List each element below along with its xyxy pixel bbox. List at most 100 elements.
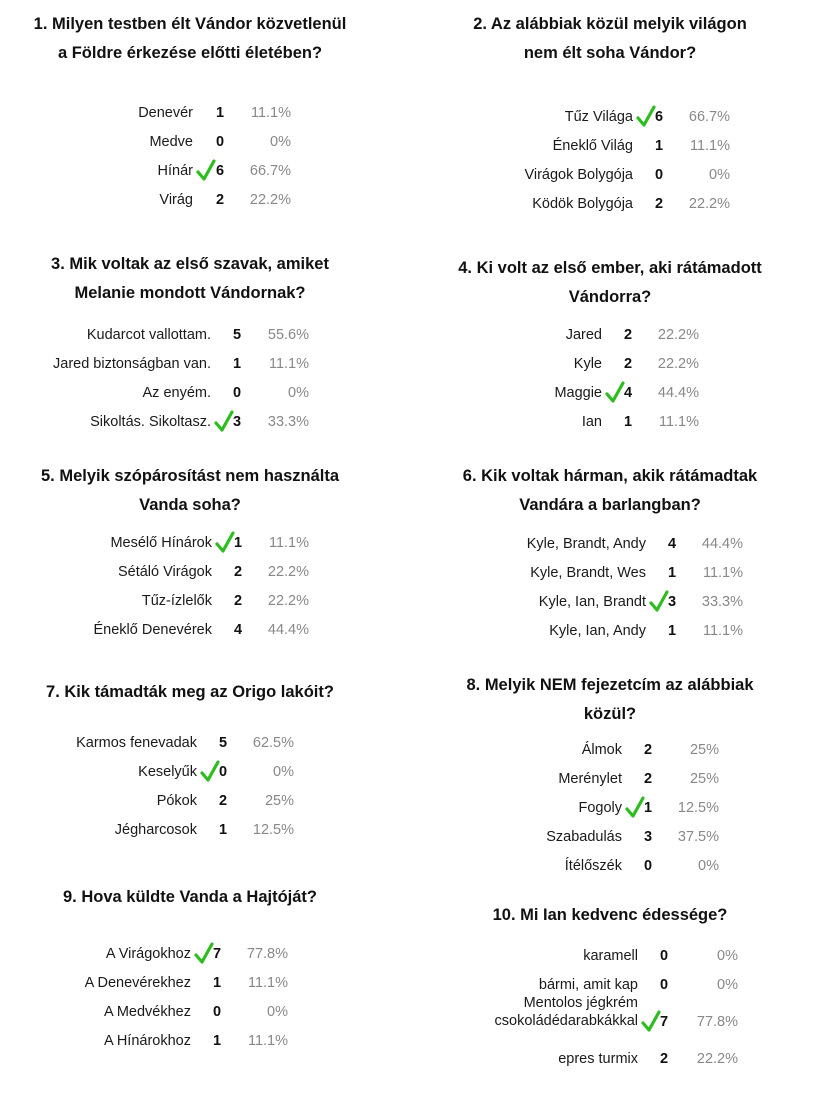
answer-label: Virág: [159, 192, 193, 208]
question-title: 1. Milyen testben élt Vándor közvetlenül…: [33, 15, 347, 62]
answer-label: Keselyűk: [138, 764, 197, 780]
checkmark-icon: [214, 410, 234, 434]
checkmark-icon: [649, 590, 669, 614]
question-title: 9. Hova küldte Vanda a Hajtóját?: [63, 888, 317, 906]
answer-count: 4: [624, 385, 633, 401]
answer-count: 7: [660, 1014, 669, 1030]
answer-label: Merénylet: [558, 771, 622, 787]
checkmark-icon: [194, 942, 214, 966]
answer-count: 6: [655, 109, 664, 125]
answer-row: Pókok 2 25%: [0, 787, 380, 816]
answer-percent: 0%: [698, 858, 719, 874]
answer-label: Kyle, Ian, Brandt: [538, 594, 646, 610]
question-title: 2. Az alábbiak közül melyik világon nem …: [473, 15, 747, 62]
answer-row: Karmos fenevadak 5 62.5%: [0, 729, 380, 758]
question-block: 2. Az alábbiak közül melyik világon nem …: [410, 10, 810, 229]
answer-percent: 37.5%: [677, 829, 719, 845]
answer-label: Ian: [581, 414, 602, 430]
answer-row: Kyle 2 22.2%: [410, 350, 810, 379]
answer-percent: 22.2%: [696, 1051, 738, 1067]
answer-percent: 12.5%: [252, 822, 294, 838]
answer-count: 2: [644, 771, 653, 787]
answer-row: Jared biztonságban van. 1 11.1%: [0, 350, 380, 379]
answer-count: 0: [216, 134, 225, 150]
checkmark-icon: [636, 105, 656, 129]
answer-count: 2: [234, 564, 243, 580]
answer-label: Sétáló Virágok: [117, 564, 212, 580]
answer-label: Pókok: [156, 793, 197, 809]
checkmark-icon: [215, 531, 235, 555]
answer-percent: 33.3%: [267, 414, 309, 430]
answer-percent: 0%: [717, 948, 738, 964]
answer-count: 1: [213, 975, 222, 991]
answer-count: 5: [219, 735, 228, 751]
answer-percent: 22.2%: [657, 327, 699, 343]
answer-count: 2: [234, 593, 243, 609]
answer-row: Tűz Világa 6 66.7%: [410, 103, 810, 132]
question-title: 3. Mik voltak az első szavak, amiket Mel…: [51, 255, 329, 302]
answer-count: 1: [668, 623, 677, 639]
answer-count: 1: [234, 535, 243, 551]
answer-row: Mentolos jégkrém csokoládédarabkákkal 7 77…: [410, 995, 810, 1037]
answer-count: 3: [668, 594, 677, 610]
question-block: 8. Melyik NEM fejezetcím az alábbiak köz…: [410, 671, 810, 891]
answer-row: Kyle, Ian, Andy 1 11.1%: [410, 617, 810, 646]
checkmark-icon: [200, 760, 220, 784]
answer-row: Ian 1 11.1%: [410, 408, 810, 437]
answer-percent: 0%: [288, 385, 309, 401]
question-title: 7. Kik támadták meg az Origo lakóit?: [46, 683, 334, 701]
answer-row: Mesélő Hínárok 1 11.1%: [0, 529, 380, 558]
answer-percent: 11.1%: [689, 138, 730, 154]
checkmark-icon: [196, 159, 216, 183]
question-title: 8. Melyik NEM fejezetcím az alábbiak köz…: [466, 676, 754, 723]
question-title: 4. Ki volt az első ember, aki rátámadott…: [458, 259, 762, 306]
answer-percent: 22.2%: [249, 192, 291, 208]
answer-row: Merénylet 2 25%: [410, 765, 810, 794]
answer-label: Kyle, Brandt, Andy: [526, 536, 646, 552]
answer-label: Éneklő Denevérek: [93, 622, 213, 638]
answer-row: Sikoltás. Sikoltasz. 3 33.3%: [0, 408, 380, 437]
answer-row: Jared 2 22.2%: [410, 321, 810, 350]
question-block: 1. Milyen testben élt Vándor közvetlenül…: [0, 10, 380, 225]
answer-count: 0: [660, 948, 669, 964]
answer-label: Álmok: [581, 742, 622, 758]
answer-row: Tűz-ízlelők 2 22.2%: [0, 587, 380, 616]
answer-count: 2: [216, 192, 225, 208]
answer-row: Maggie 4 44.4%: [410, 379, 810, 408]
answer-row: A Virágokhoz 7 77.8%: [0, 940, 380, 969]
question-block: 6. Kik voltak hárman, akik rátámadtak Va…: [410, 462, 810, 656]
answer-count: 4: [668, 536, 677, 552]
answer-row: Ítélőszék 0 0%: [410, 852, 810, 881]
answer-label: A Virágokhoz: [105, 946, 191, 962]
answer-label: Jared biztonságban van.: [53, 356, 211, 372]
answer-row: Virágok Bolygója 0 0%: [410, 161, 810, 190]
answer-label: Mesélő Hínárok: [110, 535, 212, 551]
question-title: 6. Kik voltak hárman, akik rátámadtak Va…: [462, 467, 758, 514]
answer-label: Sikoltás. Sikoltasz.: [90, 414, 211, 430]
question-block: 3. Mik voltak az első szavak, amiket Mel…: [0, 250, 380, 447]
answer-row: Hínár 6 66.7%: [0, 157, 380, 186]
answer-row: epres turmix 2 22.2%: [410, 1045, 810, 1074]
answer-label: Ködök Bolygója: [532, 196, 633, 212]
answer-percent: 12.5%: [677, 800, 719, 816]
answer-count: 1: [644, 800, 653, 816]
answer-row: A Hínárokhoz 1 11.1%: [0, 1027, 380, 1056]
answer-row: Kyle, Brandt, Wes 1 11.1%: [410, 559, 810, 588]
answer-percent: 22.2%: [267, 564, 309, 580]
answer-count: 0: [233, 385, 242, 401]
answer-percent: 22.2%: [267, 593, 309, 609]
question-block: 9. Hova küldte Vanda a Hajtóját? A Virágo…: [0, 883, 380, 1066]
checkmark-icon: [625, 796, 645, 820]
answer-percent: 11.1%: [702, 565, 743, 581]
answer-percent: 11.1%: [702, 623, 743, 639]
question-title: 5. Melyik szópárosítást nem használta Va…: [40, 467, 340, 514]
answer-label: A Hínárokhoz: [103, 1033, 191, 1049]
answer-percent: 25%: [689, 742, 719, 758]
answer-count: 5: [233, 327, 242, 343]
answer-row: Fogoly 1 12.5%: [410, 794, 810, 823]
answer-count: 1: [219, 822, 228, 838]
answer-count: 1: [624, 414, 633, 430]
answer-count: 2: [644, 742, 653, 758]
answer-row: A Medvékhez 0 0%: [0, 998, 380, 1027]
answer-label: Denevér: [138, 105, 193, 121]
